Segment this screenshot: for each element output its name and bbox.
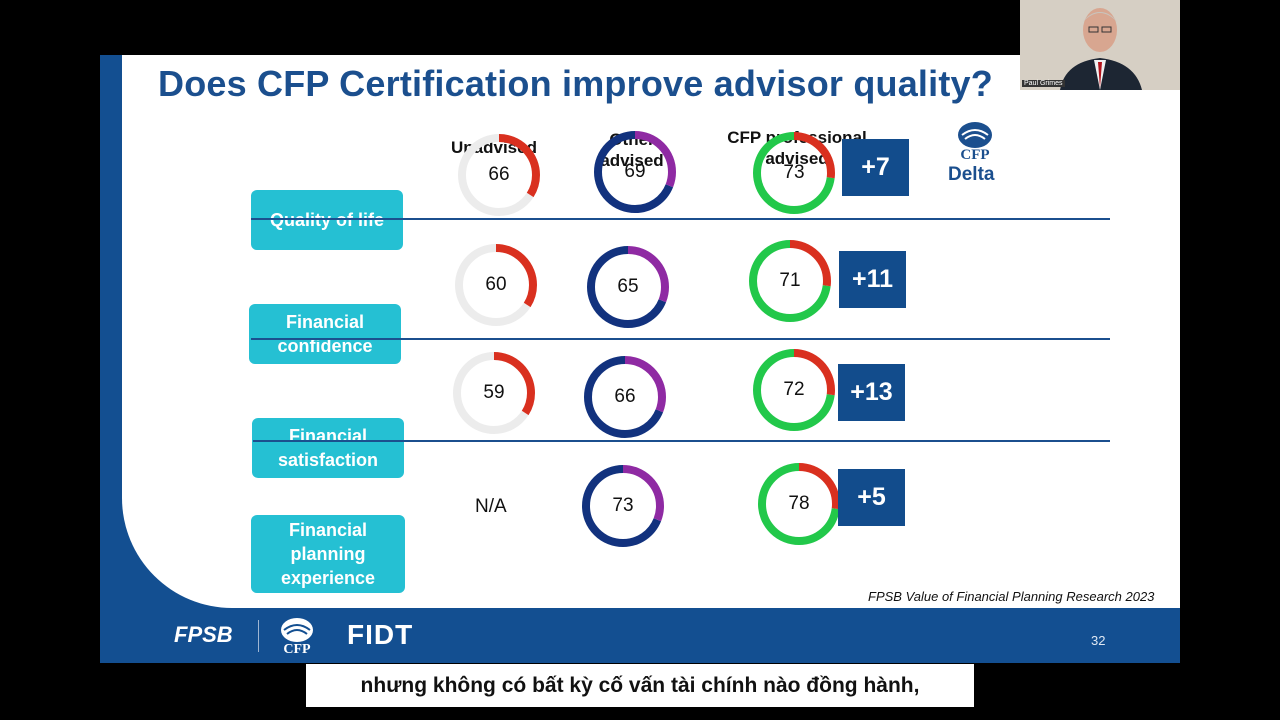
webcam-name-tag: Paul Grimes xyxy=(1022,80,1065,87)
row-divider xyxy=(253,440,1110,442)
cfp-score-ring: 73 xyxy=(749,128,839,218)
slide-content-area: Does CFP Certification improve advisor q… xyxy=(122,55,1180,608)
other-score-ring: 69 xyxy=(590,127,680,217)
other-score-ring: 73 xyxy=(578,461,668,551)
row-label: Financial satisfaction xyxy=(252,418,404,478)
unadvised-score-value: 66 xyxy=(488,164,510,185)
unadvised-score-ring: 60 xyxy=(451,240,541,330)
fpsb-logo: FPSB xyxy=(174,622,233,647)
other-score-value: 69 xyxy=(624,161,646,182)
footer-divider xyxy=(258,620,259,652)
row-label-line: confidence xyxy=(277,336,373,356)
cfp-score-ring: 72 xyxy=(749,345,839,435)
other-score-value: 65 xyxy=(617,276,639,297)
cfp-score-ring: 71 xyxy=(745,236,835,326)
delta-badge: +11 xyxy=(839,251,906,308)
other-score-value: 66 xyxy=(614,386,636,407)
page-number: 32 xyxy=(1091,633,1106,648)
row-divider xyxy=(251,218,1110,220)
row-label-line: satisfaction xyxy=(277,450,379,470)
cfp-score-value: 73 xyxy=(783,162,805,183)
other-score-ring: 65 xyxy=(583,242,673,332)
cfp-score-ring: 78 xyxy=(754,459,844,549)
slide-title: Does CFP Certification improve advisor q… xyxy=(158,63,993,104)
cfp-score-value: 72 xyxy=(783,379,805,400)
unadvised-score-ring: 66 xyxy=(454,130,544,220)
row-label-line: Quality of life xyxy=(269,210,384,230)
cfp-logo-icon: CFP xyxy=(948,121,1002,166)
delta-badge: +13 xyxy=(838,364,905,421)
row-divider xyxy=(251,338,1110,340)
row-label-line: experience xyxy=(280,568,376,588)
unadvised-score-value: 60 xyxy=(485,274,507,295)
unadvised-score-value: 59 xyxy=(483,382,505,403)
svg-text:CFP: CFP xyxy=(960,147,989,161)
unadvised-na-value: N/A xyxy=(475,496,507,517)
source-citation: FPSB Value of Financial Planning Researc… xyxy=(868,589,1155,604)
presentation-slide: Does CFP Certification improve advisor q… xyxy=(100,55,1180,663)
fidt-logo: FIDT xyxy=(347,619,414,650)
row-label: Financial planning experience xyxy=(251,515,405,593)
svg-text:CFP: CFP xyxy=(283,642,311,655)
cfp-score-value: 71 xyxy=(779,270,801,291)
cfp-score-value: 78 xyxy=(788,493,810,514)
row-label-line: Financial xyxy=(288,426,368,446)
row-label: Quality of life xyxy=(251,190,403,250)
other-score-ring: 66 xyxy=(580,352,670,442)
row-label-line: Financial xyxy=(288,520,368,540)
unadvised-score-ring: 59 xyxy=(449,348,539,438)
row-label-line: Financial xyxy=(285,312,365,332)
delta-badge: +7 xyxy=(842,139,909,196)
delta-badge: +5 xyxy=(838,469,905,526)
other-score-value: 73 xyxy=(612,495,634,516)
row-label-line: planning xyxy=(290,544,366,564)
video-subtitle: nhưng không có bất kỳ cố vấn tài chính n… xyxy=(306,664,974,707)
webcam-overlay: Paul Grimes xyxy=(1020,0,1180,90)
delta-header: Delta xyxy=(948,164,995,185)
cfp-footer-logo-icon: CFP xyxy=(272,617,322,660)
row-label: Financial confidence xyxy=(249,304,401,364)
